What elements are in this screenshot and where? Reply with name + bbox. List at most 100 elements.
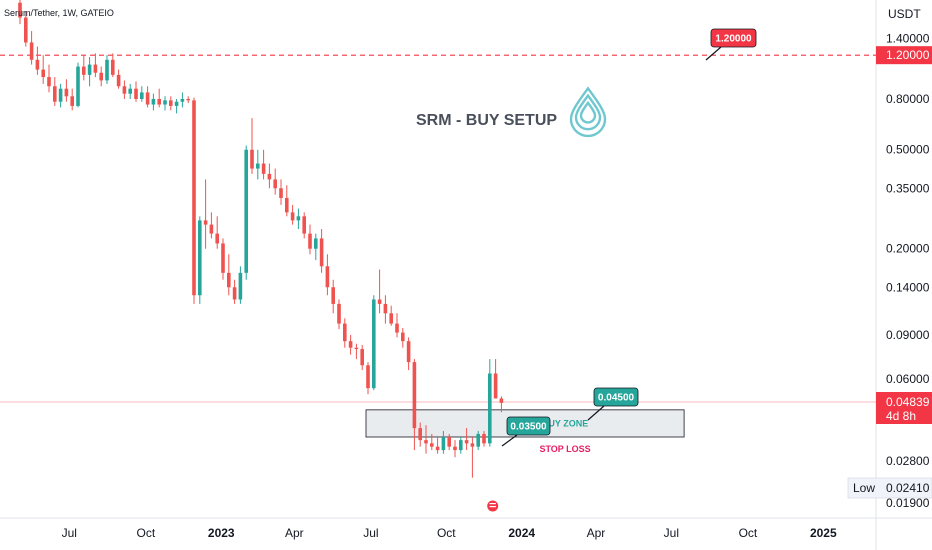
candle: [482, 430, 486, 447]
candle: [285, 185, 289, 217]
countdown-label: 4d 8h: [886, 409, 916, 423]
stop-loss-label: STOP LOSS: [539, 444, 590, 454]
candle-body: [285, 197, 289, 213]
candle-body: [418, 428, 422, 441]
candle-body: [151, 98, 156, 105]
candle: [343, 318, 347, 348]
svg-text:0.04500: 0.04500: [598, 393, 635, 404]
candle-body: [401, 332, 405, 342]
candle: [499, 396, 504, 413]
candle-body: [470, 443, 475, 447]
low-value: 0.02410: [886, 481, 930, 495]
candle-body: [111, 59, 115, 75]
candle: [360, 345, 364, 371]
candle: [256, 149, 260, 180]
candle: [163, 96, 167, 111]
candle-body: [116, 74, 121, 87]
candle-body: [302, 216, 306, 234]
drop-icon: [569, 86, 607, 138]
candle: [122, 80, 127, 99]
candle: [82, 55, 86, 81]
candle: [238, 266, 243, 304]
candle-body: [435, 446, 440, 451]
y-tick-label: 1.40000: [886, 32, 930, 46]
candle: [209, 212, 214, 239]
candle: [105, 55, 109, 84]
candle-body: [383, 303, 388, 314]
candle: [296, 208, 301, 230]
candle-body: [53, 86, 57, 102]
candle-body: [215, 233, 219, 244]
candle: [145, 86, 150, 108]
candle: [406, 337, 411, 371]
candle: [279, 179, 283, 205]
candle: [493, 359, 498, 399]
candle-body: [29, 42, 34, 60]
candle: [412, 359, 417, 451]
candle-body: [93, 64, 98, 73]
candle: [227, 254, 231, 296]
candle: [174, 98, 179, 114]
y-tick-label: 0.50000: [886, 143, 930, 157]
candle-body: [343, 323, 347, 342]
candle: [140, 86, 144, 102]
candle-body: [105, 59, 109, 81]
candle-body: [499, 398, 504, 403]
target-price-tag[interactable]: 1.20000: [705, 28, 757, 61]
candle-body: [250, 149, 254, 169]
low-label: Low: [853, 481, 875, 495]
y-tick-label: 0.01900: [886, 496, 930, 510]
candle: [418, 422, 422, 447]
candle-body: [87, 64, 92, 75]
target-axis-label: 1.20000: [886, 48, 930, 62]
current-price-badge: [876, 392, 932, 425]
candle-body: [209, 224, 214, 234]
candle-body: [186, 98, 190, 101]
candle: [24, 11, 28, 47]
candle: [134, 81, 138, 102]
candle: [302, 212, 306, 239]
candle: [261, 149, 266, 180]
candle: [47, 64, 51, 93]
candle-body: [308, 233, 312, 249]
entry-high-tag[interactable]: 0.04500: [587, 387, 639, 421]
candle: [186, 96, 190, 104]
candle: [470, 436, 475, 478]
x-tick-label: Jul: [664, 526, 679, 540]
candle: [476, 430, 480, 451]
y-tick-label: 0.09000: [886, 328, 930, 342]
x-tick-label: Jul: [363, 526, 378, 540]
buy-zone-label: BUY ZONE: [542, 418, 588, 428]
candle-body: [331, 287, 335, 304]
entry-low-tag[interactable]: 0.03500: [501, 416, 551, 447]
y-tick-label: 0.20000: [886, 242, 930, 256]
candle: [430, 433, 434, 451]
candle: [314, 233, 318, 261]
x-tick-label: Apr: [587, 526, 606, 540]
candle-body: [35, 59, 40, 70]
candle-body: [372, 299, 376, 389]
candle-body: [180, 98, 185, 102]
candle-body: [476, 433, 480, 447]
candle-body: [273, 179, 277, 189]
candle: [203, 179, 208, 249]
candle-body: [227, 272, 231, 288]
candle: [116, 69, 121, 89]
candle-body: [366, 365, 370, 389]
candle: [128, 83, 132, 99]
x-tick-label: 2024: [508, 526, 535, 540]
candle: [250, 118, 254, 174]
candle: [488, 359, 492, 447]
candle-body: [319, 238, 324, 267]
x-tick-label: Oct: [437, 526, 456, 540]
candle: [198, 216, 202, 304]
candle: [267, 163, 272, 189]
candle: [366, 362, 370, 395]
candle: [337, 299, 341, 330]
candle-body: [377, 299, 382, 304]
candle: [441, 430, 446, 454]
candle: [169, 96, 173, 111]
candle: [244, 145, 248, 280]
candle-body: [47, 77, 51, 87]
